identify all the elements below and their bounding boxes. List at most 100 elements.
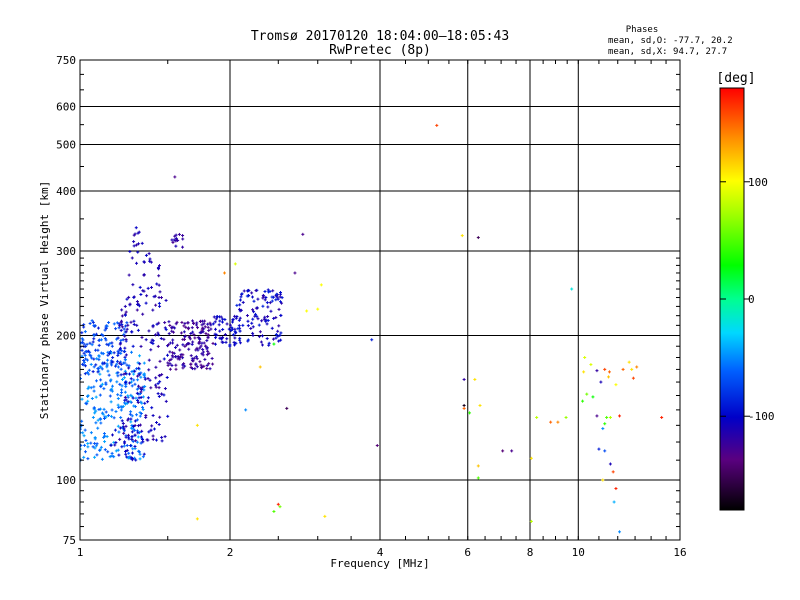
- cluster-point: [123, 350, 127, 354]
- cluster-point: [114, 327, 118, 331]
- cluster-point: [146, 377, 150, 381]
- cluster-point: [138, 392, 142, 396]
- cluster-point: [190, 326, 194, 330]
- cluster-point: [261, 304, 265, 308]
- cluster-point: [205, 339, 209, 343]
- cluster-point: [99, 365, 103, 369]
- cluster-point: [221, 320, 225, 324]
- cluster-point: [130, 430, 134, 434]
- cluster-point: [83, 443, 87, 447]
- cluster-point: [98, 393, 102, 397]
- cluster-point: [109, 388, 113, 392]
- cluster-point: [201, 330, 205, 334]
- x-axis-ticks: 1 2 4 6 8 10 16: [77, 60, 687, 559]
- cluster-point: [231, 320, 235, 324]
- cluster-point: [262, 294, 266, 298]
- cluster-point: [242, 289, 246, 293]
- cluster-point: [234, 341, 238, 345]
- cluster-point: [194, 355, 198, 359]
- cluster-point: [106, 369, 110, 373]
- cluster-point: [120, 384, 124, 388]
- x-tick-label: 6: [464, 546, 471, 559]
- cluster-point: [193, 336, 197, 340]
- data-point: [597, 447, 601, 451]
- cluster-point: [125, 327, 129, 331]
- cluster-point: [151, 434, 155, 438]
- cluster-point: [134, 226, 138, 230]
- cluster-point: [101, 412, 105, 416]
- cluster-point: [221, 327, 225, 331]
- cluster-point: [135, 413, 139, 417]
- data-point: [460, 234, 464, 238]
- cluster-point: [279, 300, 283, 304]
- cluster-point: [187, 347, 191, 351]
- cluster-point: [80, 340, 84, 344]
- cluster-point: [82, 434, 86, 438]
- cluster-point: [158, 290, 162, 294]
- data-point: [323, 514, 327, 518]
- cluster-point: [120, 391, 124, 395]
- cluster-point: [208, 367, 212, 371]
- cluster-point: [171, 351, 175, 355]
- cluster-point: [205, 353, 209, 357]
- cluster-point: [274, 336, 278, 340]
- cluster-point: [166, 363, 170, 367]
- cluster-point: [274, 332, 278, 336]
- data-point: [501, 449, 505, 453]
- chart-subtitle: RwPretec (8p): [329, 43, 431, 58]
- data-point: [473, 377, 477, 381]
- cluster-point: [231, 333, 235, 337]
- cluster-point: [198, 360, 202, 364]
- cluster-point: [157, 373, 161, 377]
- cluster-point: [80, 443, 83, 447]
- cluster-point: [103, 448, 107, 452]
- cluster-point: [238, 336, 242, 340]
- cluster-point: [127, 364, 131, 368]
- cluster-point: [96, 418, 100, 422]
- cluster-point: [233, 343, 237, 347]
- cluster-point: [195, 321, 199, 325]
- cluster-point: [234, 331, 238, 335]
- cluster-point: [139, 390, 143, 394]
- data-point: [462, 403, 466, 407]
- cluster-point: [130, 256, 134, 260]
- data-point: [370, 338, 374, 342]
- cluster-point: [157, 422, 161, 426]
- cluster-point: [120, 325, 124, 329]
- cluster-point: [114, 441, 118, 445]
- cluster-point: [193, 367, 197, 371]
- cluster-point: [92, 334, 96, 338]
- cluster-point: [267, 341, 271, 345]
- cluster-point: [83, 353, 87, 357]
- cluster-point: [163, 435, 167, 439]
- cluster-point: [199, 331, 203, 335]
- cluster-point: [256, 317, 260, 321]
- cluster-point: [126, 394, 130, 398]
- cluster-point: [130, 330, 134, 334]
- cluster-point: [82, 360, 86, 364]
- cluster-point: [151, 308, 155, 312]
- cluster-point: [104, 381, 108, 385]
- cluster-point: [274, 298, 278, 302]
- cluster-point: [219, 315, 223, 319]
- cluster-point: [86, 399, 90, 403]
- cluster-point: [170, 363, 174, 367]
- cluster-point: [118, 382, 122, 386]
- cluster-point: [171, 325, 175, 329]
- data-point: [601, 427, 605, 431]
- cluster-point: [231, 327, 235, 331]
- cluster-point: [164, 298, 168, 302]
- cluster-point: [151, 414, 155, 418]
- cluster-point: [81, 431, 85, 435]
- data-point: [535, 415, 539, 419]
- cluster-point: [119, 416, 123, 420]
- cluster-point: [270, 299, 274, 303]
- cluster-point: [104, 410, 108, 414]
- cluster-point: [208, 321, 212, 325]
- cluster-point: [133, 428, 137, 432]
- cluster-point: [130, 424, 134, 428]
- data-point: [599, 380, 603, 384]
- data-point: [529, 456, 533, 460]
- cluster-point: [167, 332, 171, 336]
